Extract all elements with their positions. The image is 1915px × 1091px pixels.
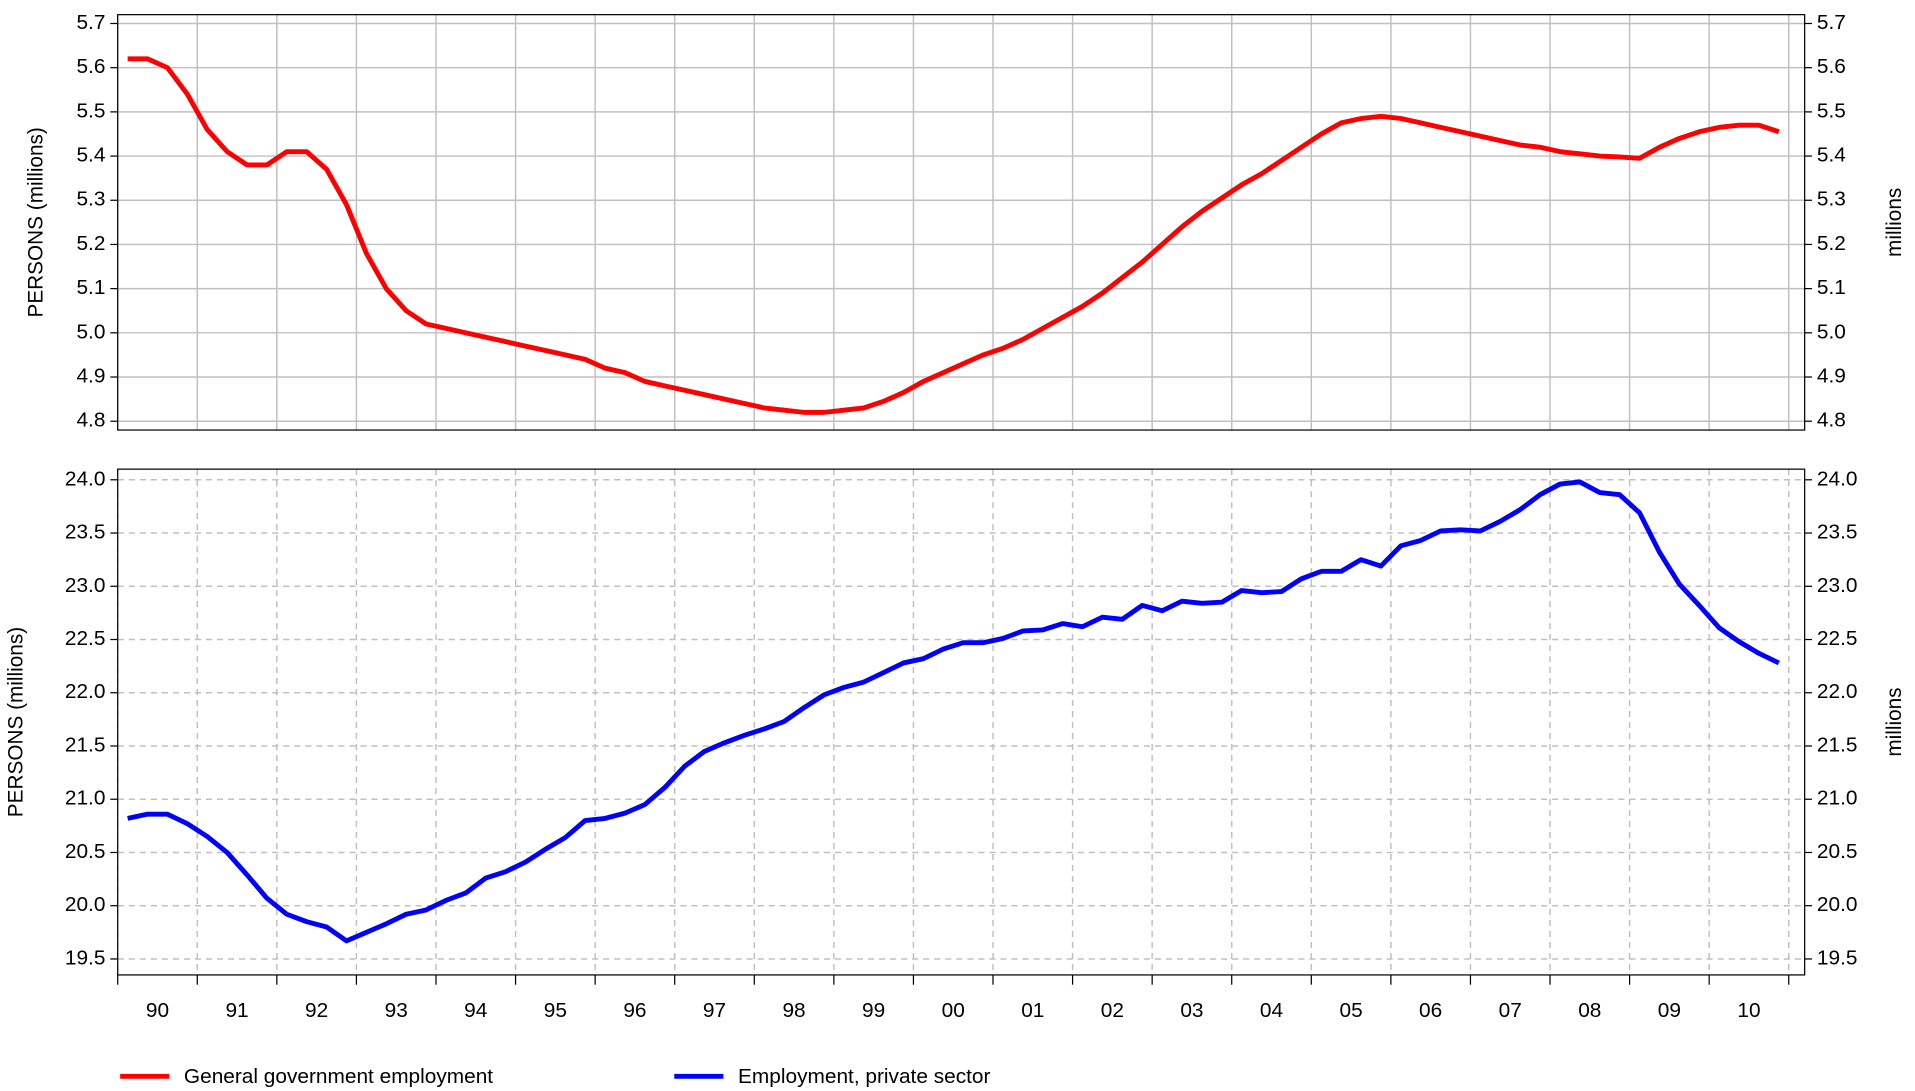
y2-tick-label: 4.8	[1817, 409, 1846, 432]
y2-axis-label: millions	[1883, 687, 1906, 756]
x-tick-label: 98	[782, 999, 805, 1022]
y-axis-label: PERSONS (millions)	[5, 627, 28, 817]
y2-tick-label: 5.7	[1817, 11, 1846, 34]
y2-tick-label: 20.5	[1817, 840, 1858, 863]
plot-frame	[117, 468, 1806, 976]
y2-tick-label: 24.0	[1817, 467, 1858, 490]
y2-tick-label: 4.9	[1817, 365, 1846, 388]
y2-axis-label: millions	[1883, 188, 1906, 257]
y2-tick-label: 5.5	[1817, 99, 1846, 122]
y2-tick-label: 5.1	[1817, 276, 1846, 299]
data-line	[127, 479, 1780, 944]
y-tick-label: 20.5	[65, 840, 106, 863]
x-tick-label: 97	[703, 999, 726, 1022]
legend-label: General government employment	[184, 1065, 493, 1088]
y2-tick-label: 5.3	[1817, 188, 1846, 211]
y-tick-label: 5.5	[76, 99, 105, 122]
y-tick-label: 5.4	[76, 144, 105, 167]
y-tick-label: 4.8	[76, 409, 105, 432]
y-tick-label: 5.3	[76, 188, 105, 211]
y-tick-label: 5.1	[76, 276, 105, 299]
y-tick-label: 21.0	[65, 787, 106, 810]
y2-tick-label: 23.5	[1817, 521, 1858, 544]
y2-tick-label: 21.5	[1817, 734, 1858, 757]
x-tick-label: 06	[1419, 999, 1442, 1022]
y-tick-label: 23.5	[65, 521, 106, 544]
x-tick-label: 94	[464, 999, 487, 1022]
y2-tick-label: 20.0	[1817, 893, 1858, 916]
x-tick-label: 08	[1578, 999, 1601, 1022]
y-tick-label: 4.9	[76, 365, 105, 388]
x-tick-label: 03	[1180, 999, 1203, 1022]
y-tick-label: 5.0	[76, 320, 105, 343]
y2-tick-label: 22.0	[1817, 680, 1858, 703]
y-tick-label: 24.0	[65, 467, 106, 490]
y-tick-label: 21.5	[65, 734, 106, 757]
y2-tick-label: 5.6	[1817, 55, 1846, 78]
y-tick-label: 19.5	[65, 946, 106, 969]
x-tick-label: 02	[1101, 999, 1124, 1022]
x-tick-label: 90	[146, 999, 169, 1022]
y2-tick-label: 23.0	[1817, 574, 1858, 597]
x-tick-label: 07	[1499, 999, 1522, 1022]
y-tick-label: 5.6	[76, 55, 105, 78]
y-axis-label: PERSONS (millions)	[24, 127, 47, 317]
x-tick-label: 92	[305, 999, 328, 1022]
x-tick-label: 10	[1737, 999, 1760, 1022]
y2-tick-label: 19.5	[1817, 946, 1858, 969]
y-tick-label: 23.0	[65, 574, 106, 597]
y-tick-label: 22.5	[65, 627, 106, 650]
y-tick-label: 22.0	[65, 680, 106, 703]
y2-tick-label: 5.4	[1817, 144, 1846, 167]
legend-label: Employment, private sector	[738, 1065, 990, 1088]
x-tick-label: 09	[1658, 999, 1681, 1022]
x-tick-label: 99	[862, 999, 885, 1022]
y-tick-label: 20.0	[65, 893, 106, 916]
x-tick-label: 01	[1021, 999, 1044, 1022]
x-tick-label: 95	[544, 999, 567, 1022]
x-tick-label: 93	[385, 999, 408, 1022]
y2-tick-label: 5.2	[1817, 232, 1846, 255]
y2-tick-label: 22.5	[1817, 627, 1858, 650]
y2-tick-label: 5.0	[1817, 320, 1846, 343]
x-tick-label: 05	[1339, 999, 1362, 1022]
data-line	[127, 56, 1780, 415]
x-tick-label: 04	[1260, 999, 1283, 1022]
plot-frame	[117, 14, 1806, 431]
x-tick-label: 96	[623, 999, 646, 1022]
x-tick-label: 91	[225, 999, 248, 1022]
y-tick-label: 5.2	[76, 232, 105, 255]
y-tick-label: 5.7	[76, 11, 105, 34]
x-tick-label: 00	[942, 999, 965, 1022]
y2-tick-label: 21.0	[1817, 787, 1858, 810]
